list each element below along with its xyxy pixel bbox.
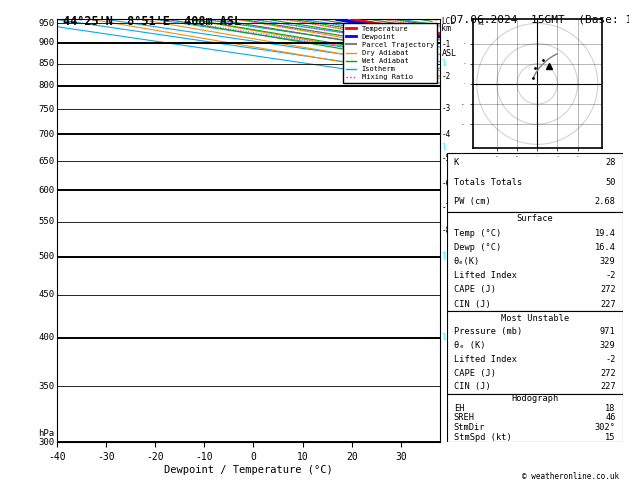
Text: -6: -6	[442, 178, 451, 188]
Text: Pressure (mb): Pressure (mb)	[454, 327, 522, 336]
Text: Dewp (°C): Dewp (°C)	[454, 243, 501, 252]
Text: LCL: LCL	[442, 17, 455, 26]
Text: 850: 850	[38, 59, 55, 68]
Text: 350: 350	[38, 382, 55, 391]
Text: θₑ(K): θₑ(K)	[454, 257, 480, 266]
Text: StmSpd (kt): StmSpd (kt)	[454, 433, 511, 442]
X-axis label: Dewpoint / Temperature (°C): Dewpoint / Temperature (°C)	[164, 465, 333, 475]
Text: 900: 900	[38, 38, 55, 48]
Text: 550: 550	[38, 217, 55, 226]
Text: Temp (°C): Temp (°C)	[454, 228, 501, 238]
Text: © weatheronline.co.uk: © weatheronline.co.uk	[523, 472, 620, 481]
Text: lll: lll	[442, 333, 457, 342]
Text: ASL: ASL	[442, 49, 457, 58]
Text: 750: 750	[38, 104, 55, 114]
Text: EH: EH	[454, 404, 464, 413]
Bar	[447, 394, 623, 442]
Text: Lifted Index: Lifted Index	[454, 271, 516, 280]
Text: 2.68: 2.68	[594, 197, 616, 207]
Text: l: l	[442, 59, 447, 68]
Text: Totals Totals: Totals Totals	[454, 178, 522, 187]
Text: 227: 227	[600, 299, 616, 309]
Text: SREH: SREH	[454, 414, 475, 422]
Text: 971: 971	[600, 327, 616, 336]
Text: 450: 450	[38, 290, 55, 299]
Text: 07.06.2024  15GMT  (Base: 12): 07.06.2024 15GMT (Base: 12)	[450, 15, 629, 25]
Text: 15: 15	[605, 433, 616, 442]
Text: StmDir: StmDir	[454, 423, 485, 432]
Bar	[447, 153, 623, 212]
Text: 50: 50	[605, 178, 616, 187]
Text: 300: 300	[38, 438, 55, 447]
Text: 329: 329	[600, 257, 616, 266]
Text: hPa: hPa	[38, 429, 55, 438]
Text: 800: 800	[38, 81, 55, 90]
Text: 19.4: 19.4	[594, 228, 616, 238]
Bar	[447, 212, 623, 311]
Text: CAPE (J): CAPE (J)	[454, 285, 496, 295]
Text: 400: 400	[38, 333, 55, 342]
Text: K: K	[454, 158, 459, 167]
Text: 18: 18	[605, 404, 616, 413]
Text: Hodograph: Hodograph	[511, 394, 559, 403]
Text: -4: -4	[442, 130, 451, 139]
Text: -1: -1	[442, 40, 451, 50]
Text: -2: -2	[605, 355, 616, 364]
Text: 500: 500	[38, 252, 55, 261]
Text: Most Unstable: Most Unstable	[501, 313, 569, 323]
Text: θₑ (K): θₑ (K)	[454, 341, 485, 350]
Text: l: l	[442, 143, 447, 152]
Text: CAPE (J): CAPE (J)	[454, 368, 496, 378]
Text: Mixing Ratio (g/kg): Mixing Ratio (g/kg)	[479, 183, 487, 278]
Text: km: km	[442, 24, 452, 33]
Text: ll: ll	[442, 252, 452, 261]
Text: CIN (J): CIN (J)	[454, 299, 491, 309]
Text: -3: -3	[442, 104, 451, 113]
Text: 44°25'N  8°51'E  408m ASL: 44°25'N 8°51'E 408m ASL	[63, 15, 241, 28]
Text: 950: 950	[38, 19, 55, 28]
Text: 16.4: 16.4	[594, 243, 616, 252]
Text: 650: 650	[38, 156, 55, 166]
Text: -2: -2	[442, 72, 451, 81]
Text: 272: 272	[600, 285, 616, 295]
Text: -2: -2	[605, 271, 616, 280]
Text: 272: 272	[600, 368, 616, 378]
Text: CIN (J): CIN (J)	[454, 382, 491, 391]
Text: 329: 329	[600, 341, 616, 350]
Text: 302°: 302°	[594, 423, 616, 432]
Text: 600: 600	[38, 186, 55, 195]
Text: PW (cm): PW (cm)	[454, 197, 491, 207]
Text: 46: 46	[605, 414, 616, 422]
Legend: Temperature, Dewpoint, Parcel Trajectory, Dry Adiabat, Wet Adiabat, Isotherm, Mi: Temperature, Dewpoint, Parcel Trajectory…	[343, 23, 437, 83]
Text: -7: -7	[442, 203, 451, 212]
Text: -5: -5	[442, 154, 451, 163]
Bar	[447, 311, 623, 394]
Text: Lifted Index: Lifted Index	[454, 355, 516, 364]
Text: 227: 227	[600, 382, 616, 391]
Text: 28: 28	[605, 158, 616, 167]
Text: Surface: Surface	[516, 214, 553, 224]
Text: -8: -8	[442, 226, 451, 235]
Text: 700: 700	[38, 130, 55, 139]
